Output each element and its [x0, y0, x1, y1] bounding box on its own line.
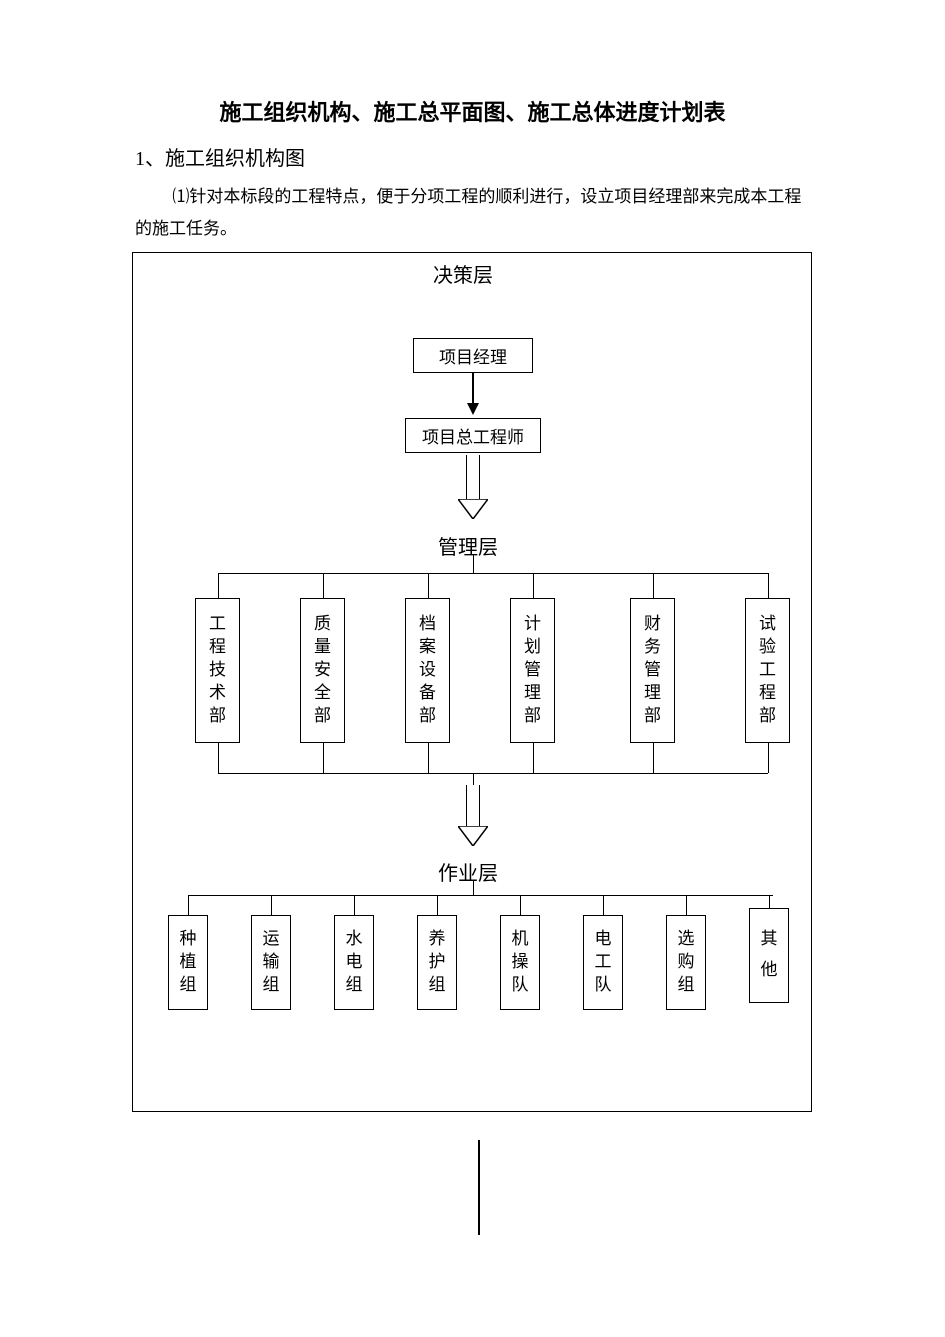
connector	[686, 895, 687, 915]
connector	[768, 743, 769, 773]
dept-box: 计划管理部	[510, 598, 555, 743]
connector	[603, 895, 604, 915]
connector	[533, 743, 534, 773]
chief-engineer-box: 项目总工程师	[405, 418, 541, 453]
org-chart-frame: 决策层 项目经理 项目总工程师 管理层 工程技	[132, 252, 812, 1112]
team-box: 机操队	[500, 915, 540, 1010]
connector	[653, 743, 654, 773]
arrow-down-icon	[467, 403, 479, 415]
connector	[218, 743, 219, 773]
connector	[218, 573, 768, 574]
team-box: 选购组	[666, 915, 706, 1010]
team-box: 运输组	[251, 915, 291, 1010]
management-layer-label: 管理层	[438, 531, 498, 560]
connector	[323, 573, 324, 598]
intro-paragraph: ⑴针对本标段的工程特点，便于分项工程的顺利进行，设立项目经理部来完成本工程的施工…	[135, 181, 810, 246]
project-manager-box: 项目经理	[413, 338, 533, 373]
dept-box: 工程技术部	[195, 598, 240, 743]
connector	[323, 743, 324, 773]
page-title: 施工组织机构、施工总平面图、施工总体进度计划表	[135, 95, 810, 127]
chief-engineer-text: 项目总工程师	[422, 423, 524, 448]
team-box: 养护组	[417, 915, 457, 1010]
team-box: 种植组	[168, 915, 208, 1010]
work-layer-label: 作业层	[438, 857, 498, 886]
section-heading: 1、施工组织机构图	[135, 142, 810, 171]
connector	[218, 773, 768, 774]
connector	[188, 895, 189, 915]
connector	[533, 573, 534, 598]
project-manager-text: 项目经理	[439, 343, 507, 368]
decision-layer-label: 决策层	[433, 259, 493, 288]
connector	[768, 573, 769, 598]
dept-box: 试验工程部	[745, 598, 790, 743]
connector	[473, 555, 474, 573]
connector	[428, 743, 429, 773]
dept-box: 档案设备部	[405, 598, 450, 743]
connector	[473, 881, 474, 895]
connector	[472, 373, 474, 403]
connector	[271, 895, 272, 915]
connector	[354, 895, 355, 915]
connector	[653, 573, 654, 598]
connector	[428, 573, 429, 598]
connector	[218, 573, 219, 598]
connector	[437, 895, 438, 915]
stray-line	[478, 1140, 480, 1235]
dept-box: 财务管理部	[630, 598, 675, 743]
team-box: 水电组	[334, 915, 374, 1010]
team-box: 电工队	[583, 915, 623, 1010]
connector	[473, 773, 474, 785]
connector	[520, 895, 521, 915]
team-box: 其他	[749, 908, 789, 1003]
dept-box: 质量安全部	[300, 598, 345, 743]
